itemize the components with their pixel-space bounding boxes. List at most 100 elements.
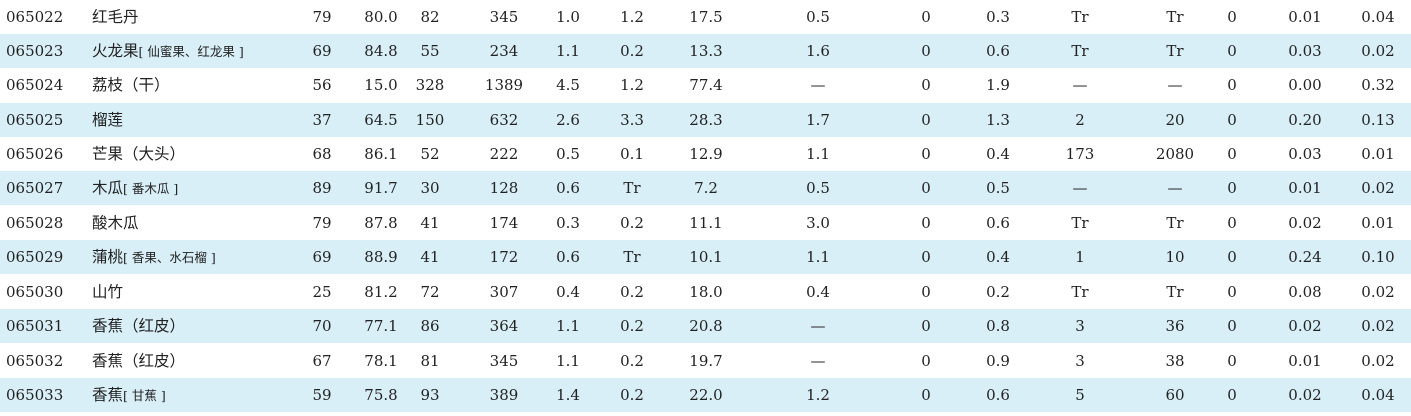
food-code-cell: 065033 [6, 386, 64, 404]
edible-portion-cell: 59 [312, 386, 332, 404]
dietary-fiber-cell: 1.2 [806, 386, 830, 404]
water-cell: 75.8 [364, 386, 398, 404]
food-name: 酸木瓜 [92, 214, 139, 232]
edible-portion-cell: 68 [312, 145, 332, 163]
food-name: 山竹 [92, 283, 124, 301]
vitamin-a-cell: 173 [1065, 145, 1095, 163]
protein-cell: 0.6 [556, 248, 580, 266]
carotene-cell: Tr [1166, 283, 1184, 301]
thiamin-cell: 0.20 [1288, 111, 1322, 129]
table-row: 065030 山竹 25 81.2 72 307 0.4 0.2 18.0 0.4 0 0.2 Tr Tr… [0, 275, 1411, 309]
carbohydrate-cell: 77.4 [689, 76, 723, 94]
edible-portion-cell: 70 [312, 317, 332, 335]
table-row: 065028 酸木瓜 79 87.8 41 174 0.3 0.2 11.1 3.0 0 0.6 Tr T… [0, 206, 1411, 240]
edible-portion-cell: 37 [312, 111, 332, 129]
dietary-fiber-cell: 1.1 [806, 145, 830, 163]
protein-cell: 0.3 [556, 214, 580, 232]
retinol-cell: 0 [1227, 8, 1237, 26]
energy-kj-cell: 345 [489, 8, 519, 26]
edible-portion-cell: 69 [312, 42, 332, 60]
carbohydrate-cell: 7.2 [694, 179, 718, 197]
table-row: 065029 蒲桃[ 香果、水石榴 ] 69 88.9 41 172 0.6 Tr 10.1 1.… [0, 240, 1411, 274]
fat-cell: 0.2 [620, 352, 644, 370]
dietary-fiber-cell: 3.0 [806, 214, 830, 232]
food-name: 红毛丹 [92, 8, 139, 26]
edible-portion-cell: 56 [312, 76, 332, 94]
ash-cell: 0.5 [986, 179, 1010, 197]
riboflavin-cell: 0.13 [1361, 111, 1395, 129]
energy-kcal-cell: 93 [420, 386, 440, 404]
riboflavin-cell: 0.32 [1361, 76, 1395, 94]
ash-cell: 0.2 [986, 283, 1010, 301]
fat-cell: Tr [623, 179, 641, 197]
thiamin-cell: 0.02 [1288, 214, 1322, 232]
table-row: 065025 榴莲 37 64.5 150 632 2.6 3.3 28.3 1.7 0 1.3 2 20… [0, 103, 1411, 137]
fat-cell: 0.2 [620, 283, 644, 301]
fat-cell: 3.3 [620, 111, 644, 129]
cholesterol-cell: 0 [921, 179, 931, 197]
riboflavin-cell: 0.01 [1361, 214, 1395, 232]
food-name: 榴莲 [92, 111, 124, 129]
riboflavin-cell: 0.02 [1361, 352, 1395, 370]
cholesterol-cell: 0 [921, 386, 931, 404]
riboflavin-cell: 0.02 [1361, 317, 1395, 335]
cholesterol-cell: 0 [921, 317, 931, 335]
riboflavin-cell: 0.04 [1361, 8, 1395, 26]
retinol-cell: 0 [1227, 145, 1237, 163]
protein-cell: 1.1 [556, 42, 580, 60]
edible-portion-cell: 79 [312, 214, 332, 232]
vitamin-a-cell: Tr [1071, 214, 1089, 232]
cholesterol-cell: 0 [921, 145, 931, 163]
food-name-cell: 木瓜[ 番木瓜 ] [92, 171, 178, 205]
thiamin-cell: 0.24 [1288, 248, 1322, 266]
retinol-cell: 0 [1227, 42, 1237, 60]
food-name: 荔枝（干） [92, 76, 170, 94]
vitamin-a-cell: 3 [1075, 352, 1085, 370]
energy-kcal-cell: 86 [420, 317, 440, 335]
edible-portion-cell: 79 [312, 8, 332, 26]
energy-kcal-cell: 82 [420, 8, 440, 26]
food-code-cell: 065029 [6, 248, 64, 266]
water-cell: 15.0 [364, 76, 398, 94]
dietary-fiber-cell: 1.1 [806, 248, 830, 266]
thiamin-cell: 0.01 [1288, 8, 1322, 26]
energy-kcal-cell: 41 [420, 248, 440, 266]
energy-kcal-cell: 52 [420, 145, 440, 163]
food-name-cell: 蒲桃[ 香果、水石榴 ] [92, 240, 216, 274]
fat-cell: 0.2 [620, 42, 644, 60]
water-cell: 80.0 [364, 8, 398, 26]
energy-kcal-cell: 72 [420, 283, 440, 301]
protein-cell: 1.1 [556, 317, 580, 335]
carotene-cell: 2080 [1155, 145, 1195, 163]
riboflavin-cell: 0.01 [1361, 145, 1395, 163]
dietary-fiber-cell: — [810, 76, 826, 94]
energy-kcal-cell: 55 [420, 42, 440, 60]
table-row: 065032 香蕉（红皮） 67 78.1 81 345 1.1 0.2 19.7 — 0 0.9 3 3… [0, 344, 1411, 378]
thiamin-cell: 0.03 [1288, 42, 1322, 60]
retinol-cell: 0 [1227, 248, 1237, 266]
carotene-cell: Tr [1166, 214, 1184, 232]
energy-kj-cell: 234 [489, 42, 519, 60]
thiamin-cell: 0.01 [1288, 179, 1322, 197]
dietary-fiber-cell: — [810, 352, 826, 370]
food-code-cell: 065028 [6, 214, 64, 232]
water-cell: 91.7 [364, 179, 398, 197]
ash-cell: 0.6 [986, 42, 1010, 60]
dietary-fiber-cell: 1.7 [806, 111, 830, 129]
cholesterol-cell: 0 [921, 283, 931, 301]
fat-cell: 0.2 [620, 317, 644, 335]
thiamin-cell: 0.02 [1288, 317, 1322, 335]
edible-portion-cell: 89 [312, 179, 332, 197]
thiamin-cell: 0.03 [1288, 145, 1322, 163]
fat-cell: 1.2 [620, 8, 644, 26]
water-cell: 86.1 [364, 145, 398, 163]
retinol-cell: 0 [1227, 386, 1237, 404]
fat-cell: 0.2 [620, 386, 644, 404]
table-row: 065022 红毛丹 79 80.0 82 345 1.0 1.2 17.5 0.5 0 0.3 Tr T… [0, 0, 1411, 34]
dietary-fiber-cell: — [810, 317, 826, 335]
energy-kj-cell: 307 [489, 283, 519, 301]
energy-kcal-cell: 41 [420, 214, 440, 232]
table-row: 065026 芒果（大头） 68 86.1 52 222 0.5 0.1 12.9 1.1 0 0.4… [0, 137, 1411, 171]
energy-kj-cell: 172 [489, 248, 519, 266]
cholesterol-cell: 0 [921, 76, 931, 94]
